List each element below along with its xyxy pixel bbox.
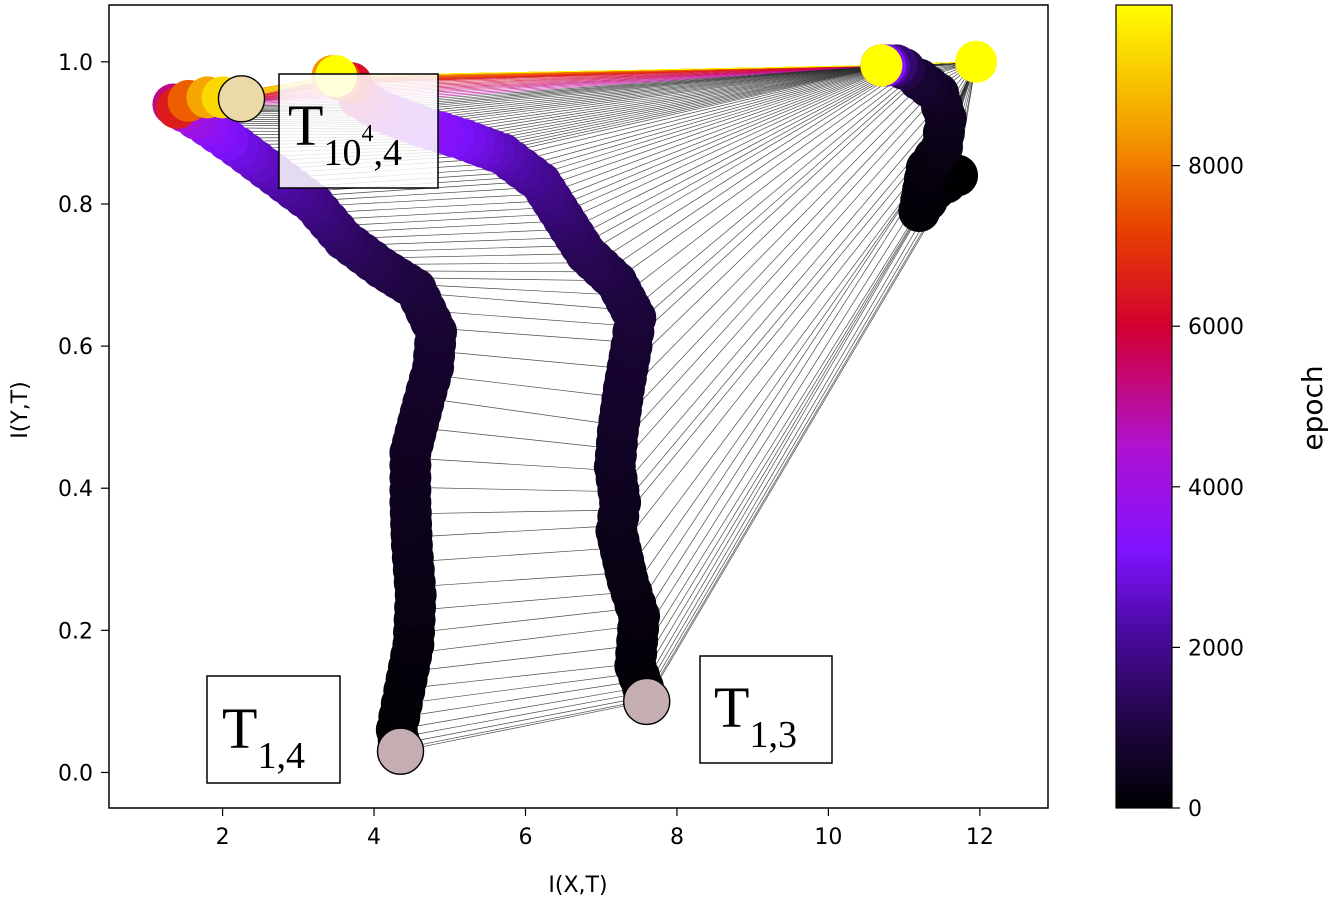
annotation-label: T1,3 xyxy=(714,675,797,756)
colorbar-tick-label: 8000 xyxy=(1188,155,1244,180)
epoch-connector-line xyxy=(416,61,977,450)
epoch-connector-line xyxy=(417,61,977,311)
annotation-label: T104,4 xyxy=(288,93,402,174)
epoch-connector-line xyxy=(434,61,977,370)
epoch-connector-line xyxy=(431,61,977,398)
scatter-point-layer-2 xyxy=(860,44,903,87)
colorbar-label: epoch xyxy=(1296,365,1329,450)
y-tick-label: 1.0 xyxy=(58,51,93,76)
x-tick-label: 12 xyxy=(966,825,994,850)
colorbar-tick-label: 6000 xyxy=(1188,315,1244,340)
epoch-connector-line xyxy=(411,61,977,538)
y-tick-label: 0.2 xyxy=(58,619,93,644)
annotation-box xyxy=(278,73,439,189)
plot-frame xyxy=(108,4,1049,809)
x-tick-label: 8 xyxy=(670,825,684,850)
y-tick-label: 0.8 xyxy=(58,193,93,218)
x-axis-ticks: 2 4 6 8 10 12 xyxy=(216,808,994,850)
epoch-connector-line xyxy=(410,61,977,493)
x-tick-label: 4 xyxy=(367,825,381,850)
epoch-connector-line xyxy=(434,61,977,343)
annotation-label: T1,4 xyxy=(222,696,305,777)
epoch-connector-line xyxy=(386,61,977,273)
scatter-points xyxy=(152,40,998,775)
epoch-connector-line xyxy=(396,61,977,282)
epoch-connector-line xyxy=(425,61,977,327)
colorbar-tick-label: 2000 xyxy=(1188,636,1244,661)
x-tick-label: 2 xyxy=(216,825,230,850)
highlight-marker xyxy=(217,75,266,123)
colorbar-tick-label: 4000 xyxy=(1188,476,1244,501)
colorbar-ticks: 0 2000 4000 6000 8000 xyxy=(1172,155,1244,822)
epoch-connector-line xyxy=(410,61,977,515)
y-tick-label: 0.6 xyxy=(58,335,93,360)
y-axis-label: I(Y,T) xyxy=(8,381,33,439)
colorbar xyxy=(1115,4,1173,809)
scatter-point-layer-1 xyxy=(955,40,998,83)
x-tick-label: 10 xyxy=(814,825,842,850)
y-tick-label: 0.0 xyxy=(58,761,93,786)
x-axis-label: I(X,T) xyxy=(548,873,607,898)
annotations: T1,4 T1,3 T104,4 xyxy=(206,73,833,784)
annotation-box xyxy=(699,655,833,764)
y-axis-ticks: 0.0 0.2 0.4 0.6 0.8 1.0 xyxy=(58,51,109,786)
highlight-marker xyxy=(623,677,671,726)
highlight-marker xyxy=(376,727,425,775)
epoch-connector-line xyxy=(407,61,977,296)
x-tick-label: 6 xyxy=(518,825,532,850)
colorbar-tick-label: 0 xyxy=(1188,797,1202,822)
y-tick-label: 0.4 xyxy=(58,477,93,502)
epoch-connector-line xyxy=(410,61,977,472)
epoch-connector-line xyxy=(424,61,977,426)
annotation-box xyxy=(206,675,341,784)
